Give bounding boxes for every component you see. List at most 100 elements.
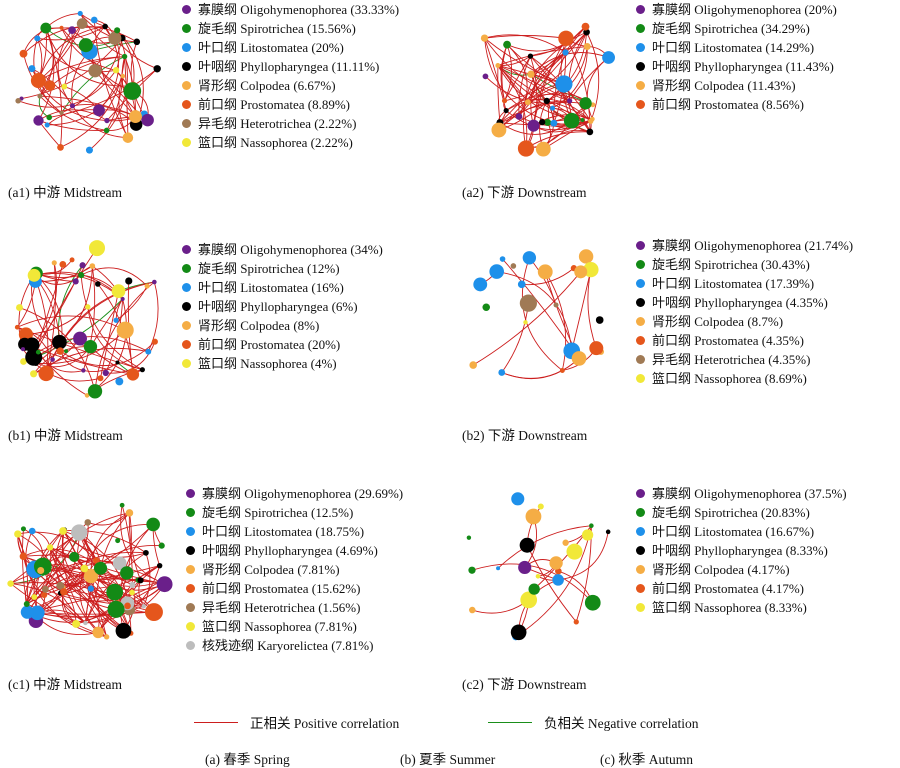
- network-node: [499, 256, 506, 262]
- positive-edge: [39, 23, 83, 97]
- legend-item: 叶口纲 Litostomatea (14.29%): [636, 38, 837, 57]
- legend-item: 前口纲 Prostomatea (8.56%): [636, 95, 837, 114]
- legend-label: 叶咽纲 Phyllopharyngea (11.11%): [198, 59, 380, 74]
- positive-edge: [83, 523, 154, 569]
- network-node: [125, 509, 134, 517]
- network-node: [566, 98, 573, 104]
- legend-label: 前口纲 Prostomatea (15.62%): [202, 581, 361, 596]
- network-node: [69, 551, 80, 563]
- network-node: [30, 370, 38, 378]
- legend-label: 肾形纲 Colpodea (6.67%): [198, 78, 336, 93]
- network-node: [133, 38, 141, 46]
- legend-item: 寡膜纲 Oligohymenophorea (34%): [182, 240, 383, 259]
- legend-dot-icon: [186, 641, 195, 650]
- positive-edge: [49, 547, 117, 610]
- network-node: [559, 367, 565, 373]
- legend-item: 异毛纲 Heterotrichea (2.22%): [182, 114, 399, 133]
- legend-dot-icon: [182, 321, 191, 330]
- network-node: [83, 569, 99, 584]
- legend-dot-icon: [186, 565, 195, 574]
- network-node: [549, 556, 563, 570]
- network-node: [141, 603, 146, 609]
- network-node: [88, 240, 106, 257]
- network-node: [28, 527, 36, 535]
- network-node: [517, 280, 526, 289]
- network-node: [59, 25, 64, 30]
- legend-label: 叶咽纲 Phyllopharyngea (8.33%): [652, 543, 828, 558]
- legend-dot-icon: [636, 355, 645, 364]
- legend-label: 前口纲 Prostomatea (8.56%): [652, 97, 805, 112]
- legend-item: 寡膜纲 Oligohymenophorea (33.33%): [182, 0, 399, 19]
- legend-item: 叶口纲 Litostomatea (16.67%): [636, 522, 847, 541]
- positive-edge: [505, 98, 592, 122]
- network-node: [469, 361, 478, 369]
- legend-dot-icon: [182, 359, 191, 368]
- network-node: [584, 594, 601, 611]
- network-node: [76, 18, 88, 29]
- network-node: [602, 51, 615, 64]
- network-node: [73, 331, 87, 346]
- positive-edge: [46, 109, 100, 126]
- legend-a2: 寡膜纲 Oligohymenophorea (20%) 旋毛纲 Spirotric…: [636, 0, 837, 114]
- legend-label: 叶口纲 Litostomatea (20%): [198, 40, 344, 55]
- positive-edge: [38, 109, 108, 121]
- legend-label: 寡膜纲 Oligohymenophorea (29.69%): [202, 486, 404, 501]
- legend-label: 篮口纲 Nassophorea (7.81%): [202, 619, 357, 634]
- network-node: [61, 83, 68, 90]
- positive-edge: [501, 358, 580, 379]
- network-node: [115, 622, 132, 639]
- legend-label: 篮口纲 Nassophorea (2.22%): [198, 135, 353, 150]
- positive-edge: [497, 65, 528, 149]
- network-node: [56, 581, 65, 590]
- positive-edge: [484, 38, 554, 124]
- legend-label: 前口纲 Prostomatea (4.35%): [652, 333, 805, 348]
- network-node: [89, 263, 96, 269]
- network-node: [523, 320, 528, 325]
- positive-edge: [471, 563, 594, 604]
- legend-dot-icon: [636, 43, 645, 52]
- network-node: [121, 53, 128, 60]
- legend-dot-icon: [636, 374, 645, 383]
- legend-item: 前口纲 Prostomatea (8.89%): [182, 95, 399, 114]
- legend-label: 篮口纲 Nassophorea (4%): [198, 356, 337, 371]
- legend-dot-icon: [636, 527, 645, 536]
- legend-item: 肾形纲 Colpodea (8%): [182, 316, 383, 335]
- network-node: [41, 591, 48, 599]
- network-node: [566, 543, 583, 560]
- network-node: [124, 602, 131, 610]
- network-node: [562, 539, 569, 546]
- network-node: [482, 73, 489, 80]
- positive-edge: [60, 565, 160, 587]
- positive-edge: [546, 46, 588, 102]
- network-node: [144, 603, 163, 622]
- legend-label: 寡膜纲 Oligohymenophorea (20%): [652, 2, 837, 17]
- legend-dot-icon: [636, 81, 645, 90]
- legend-label: 前口纲 Prostomatea (4.17%): [652, 581, 805, 596]
- legend-label: 旋毛纲 Spirotrichea (12%): [198, 261, 340, 276]
- network-node: [93, 104, 105, 117]
- legend-dot-icon: [636, 279, 645, 288]
- network-node: [517, 140, 535, 157]
- network-node: [122, 132, 134, 143]
- network-node: [553, 302, 559, 308]
- positive-correlation-legend: 正相关 Positive correlation: [194, 712, 399, 732]
- legend-item: 叶口纲 Litostomatea (20%): [182, 38, 399, 57]
- network-b2-downstream-summer: [469, 249, 605, 379]
- legend-label: 前口纲 Prostomatea (8.89%): [198, 97, 351, 112]
- legend-item: 肾形纲 Colpodea (7.81%): [186, 560, 403, 579]
- network-node: [139, 367, 145, 373]
- legend-item: 篮口纲 Nassophorea (2.22%): [182, 133, 399, 152]
- legend-item: 篮口纲 Nassophorea (8.33%): [636, 598, 847, 617]
- network-node: [525, 508, 542, 525]
- legend-label: 旋毛纲 Spirotrichea (30.43%): [652, 257, 810, 272]
- network-node: [146, 517, 160, 532]
- network-node: [473, 277, 488, 292]
- legend-label: 肾形纲 Colpodea (8.7%): [652, 314, 784, 329]
- network-node: [563, 112, 580, 129]
- network-node: [527, 119, 540, 132]
- network-node: [94, 562, 106, 574]
- positive-edge: [118, 75, 129, 138]
- legend-item: 叶咽纲 Phyllopharyngea (4.35%): [636, 293, 853, 312]
- legend-dot-icon: [182, 100, 191, 109]
- positive-edge: [497, 65, 570, 102]
